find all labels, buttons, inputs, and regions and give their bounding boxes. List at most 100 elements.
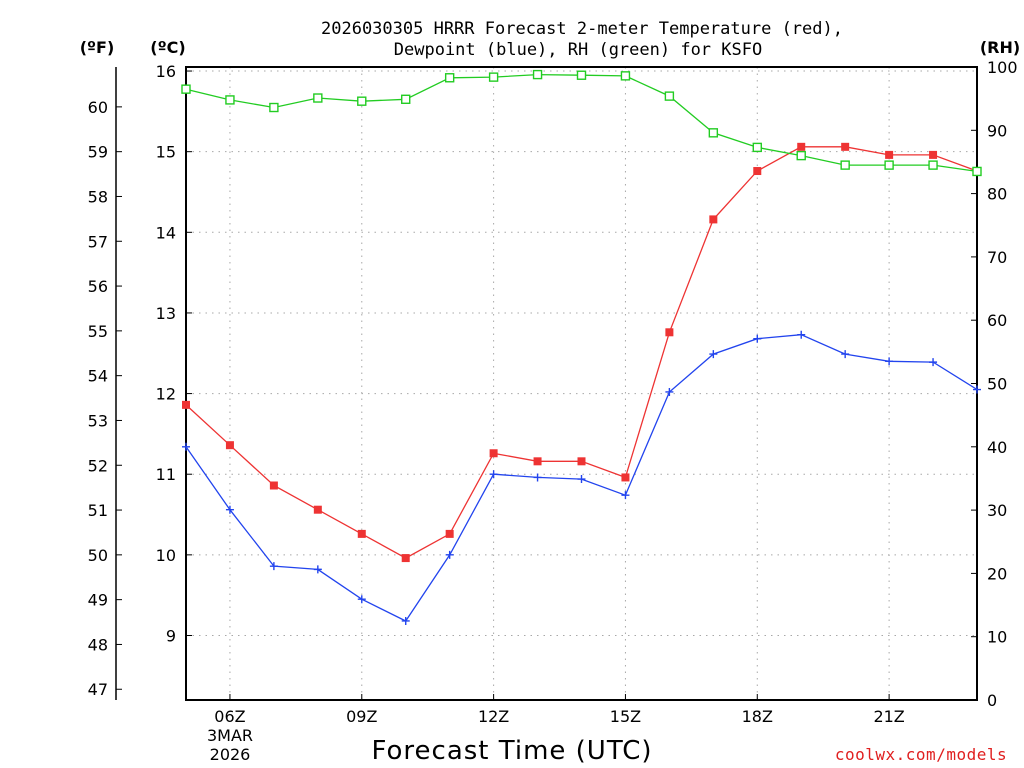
- temperature-point: [665, 328, 674, 337]
- rh-tick-label: 90: [987, 121, 1007, 140]
- chart-title-line-2: Dewpoint (blue), RH (green) for KSFO: [394, 40, 762, 60]
- fahrenheit-tick-label: 53: [88, 411, 108, 430]
- dewpoint-point: [797, 330, 806, 339]
- temperature-point: [841, 142, 850, 151]
- rh-point: [357, 96, 367, 106]
- celsius-tick-label: 11: [156, 465, 176, 484]
- dewpoint-point: [445, 550, 454, 559]
- fahrenheit-tick-label: 51: [88, 501, 108, 520]
- temperature-point: [621, 473, 630, 482]
- temperature-point: [753, 167, 762, 176]
- dewpoint-point: [621, 491, 630, 500]
- temperature-point: [182, 400, 190, 409]
- rh-point: [928, 160, 938, 170]
- gridlines: [186, 67, 977, 700]
- fahrenheit-tick-label: 48: [88, 635, 108, 654]
- x-tick-label: 06Z: [214, 707, 245, 726]
- temperature-line: [185, 146, 978, 559]
- fahrenheit-tick-label: 50: [88, 546, 108, 565]
- temperature-point: [577, 457, 586, 466]
- temperature-point: [357, 529, 366, 538]
- rh-point: [840, 160, 850, 170]
- celsius-tick-label: 12: [156, 385, 176, 404]
- dewpoint-point: [533, 473, 542, 482]
- data-series: [181, 69, 982, 625]
- rh-point: [269, 102, 279, 113]
- temperature-point: [445, 529, 454, 538]
- rh-tick-label: 30: [987, 501, 1007, 520]
- rh-tick-label: 50: [987, 375, 1007, 394]
- rh-point: [444, 73, 455, 83]
- celsius-tick-label: 16: [156, 62, 176, 81]
- temperature-point: [929, 150, 938, 159]
- fahrenheit-tick-label: 58: [88, 187, 108, 206]
- fahrenheit-tick-label: 56: [88, 277, 108, 296]
- temperature-point: [885, 150, 894, 159]
- rh-point: [181, 84, 191, 94]
- rh-point: [576, 70, 587, 80]
- rh-point: [620, 71, 631, 81]
- dewpoint-point: [841, 350, 850, 359]
- temperature-point: [225, 441, 234, 450]
- dewpoint-point: [401, 616, 410, 625]
- x-tick-label: 12Z: [478, 707, 509, 726]
- date-year-label: 2026: [210, 745, 251, 764]
- dewpoint-point: [665, 387, 674, 396]
- dewpoint-point: [489, 470, 498, 479]
- rh-point: [664, 91, 675, 101]
- celsius-tick-label: 13: [156, 304, 176, 323]
- fahrenheit-tick-label: 55: [88, 322, 108, 341]
- fahrenheit-tick-label: 47: [88, 680, 108, 699]
- axes: 47 48 49 50 51 52 53 54 55 56 57 58 59 60 9 10 11 12 13 14 1…: [88, 58, 1018, 726]
- chart-title: 2026030305 HRRR Forecast 2-meter Tempera…: [321, 19, 843, 60]
- rh-tick-label: 10: [987, 628, 1007, 647]
- rh-point: [225, 95, 235, 105]
- rh-tick-label: 80: [987, 185, 1007, 204]
- celsius-tick-label: 14: [156, 223, 176, 242]
- dewpoint-point: [973, 385, 981, 394]
- temperature-point: [313, 505, 322, 514]
- x-tick-label: 21Z: [873, 707, 904, 726]
- x-axis-label: Forecast Time (UTC): [371, 736, 652, 766]
- fahrenheit-tick-label: 54: [88, 367, 108, 386]
- rh-tick-label: 100: [987, 58, 1018, 77]
- rh-point: [796, 150, 806, 161]
- dewpoint-point: [357, 595, 366, 604]
- credit-link[interactable]: coolwx.com/models: [835, 745, 1007, 764]
- fahrenheit-tick-label: 60: [88, 98, 108, 117]
- rh-point: [972, 166, 982, 177]
- rh-tick-label: 60: [987, 311, 1007, 330]
- x-tick-label: 09Z: [346, 707, 377, 726]
- dewpoint-point: [225, 505, 234, 514]
- temperature-point: [269, 481, 278, 490]
- celsius-tick-label: 15: [156, 143, 176, 162]
- rh-point: [313, 93, 323, 103]
- chart-title-line-1: 2026030305 HRRR Forecast 2-meter Tempera…: [321, 19, 843, 39]
- temperature-point: [489, 449, 498, 458]
- x-tick-label: 15Z: [610, 707, 641, 726]
- date-month-label: 3MAR: [207, 726, 253, 745]
- temperature-point: [533, 457, 542, 466]
- dewpoint-point: [753, 334, 762, 343]
- dewpoint-point: [885, 357, 894, 366]
- rh-series: [181, 69, 982, 177]
- rh-unit-label: (RH): [980, 38, 1020, 57]
- fahrenheit-tick-label: 59: [88, 143, 108, 162]
- rh-point: [752, 142, 762, 153]
- rh-tick-label: 40: [987, 438, 1007, 457]
- rh-point: [401, 94, 411, 104]
- dewpoint-point: [182, 442, 190, 451]
- dewpoint-series: [182, 330, 981, 625]
- rh-point: [532, 69, 543, 80]
- rh-tick-label: 20: [987, 564, 1007, 583]
- dewpoint-point: [269, 562, 278, 571]
- x-tick-label: 18Z: [742, 707, 773, 726]
- dewpoint-point: [709, 350, 718, 359]
- fahrenheit-tick-label: 49: [88, 591, 108, 610]
- rh-line: [185, 73, 978, 173]
- celsius-tick-label: 9: [166, 626, 176, 645]
- fahrenheit-unit-label: (ºF): [80, 38, 115, 57]
- celsius-tick-label: 10: [156, 546, 176, 565]
- fahrenheit-tick-label: 57: [88, 232, 108, 251]
